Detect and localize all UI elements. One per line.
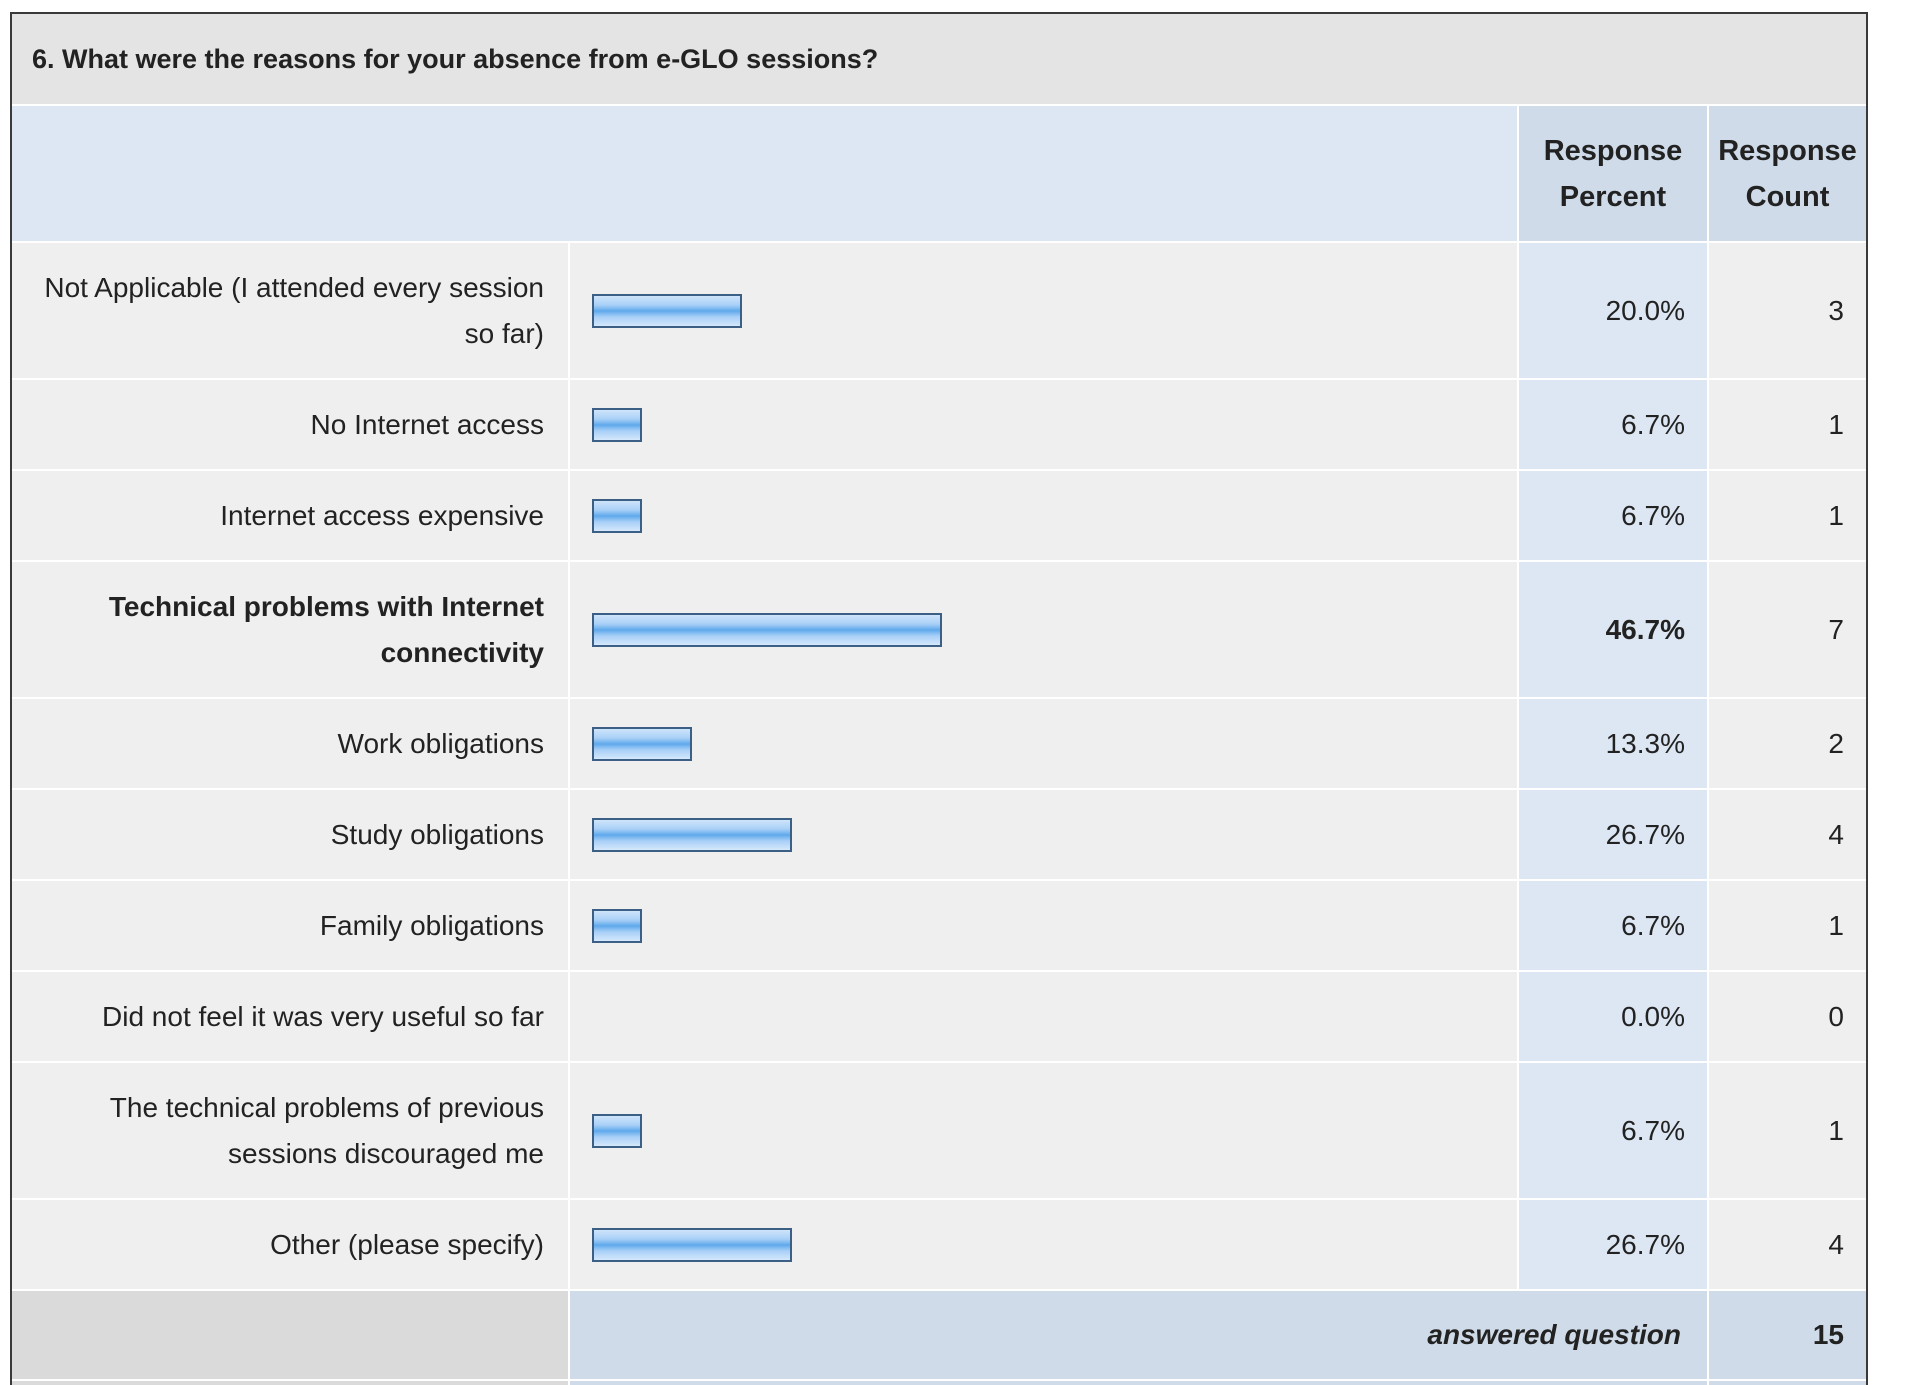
question-title: 6. What were the reasons for your absenc… [12, 14, 1866, 106]
partial-value [1707, 1380, 1866, 1385]
table-row: Work obligations 13.3% 2 [12, 698, 1866, 790]
bar-cell [568, 698, 1518, 790]
response-bar [592, 293, 742, 328]
response-bar [592, 817, 792, 852]
response-percent-value: 6.7% [1517, 1062, 1708, 1200]
bar-cell [568, 379, 1518, 471]
response-table: Response Percent Response Count Not Appl… [12, 106, 1866, 1385]
response-count-value: 7 [1707, 561, 1866, 699]
response-bar [592, 1227, 792, 1262]
response-count-value: 4 [1707, 789, 1866, 881]
response-count-value: 2 [1707, 698, 1866, 790]
response-percent-value: 26.7% [1517, 1199, 1708, 1291]
answer-label: Other (please specify) [12, 1199, 569, 1291]
answered-question-row: answered question 15 [12, 1290, 1866, 1381]
header-spacer [12, 106, 1518, 243]
response-percent-value: 13.3% [1517, 698, 1708, 790]
response-bar [592, 612, 942, 647]
response-bar [592, 407, 642, 442]
response-count-value: 3 [1707, 242, 1866, 380]
table-row: Technical problems with Internet connect… [12, 561, 1866, 699]
bar-cell [568, 242, 1518, 380]
bar-cell [568, 1199, 1518, 1291]
answer-label: The technical problems of previous sessi… [12, 1062, 569, 1200]
response-percent-value: 6.7% [1517, 470, 1708, 562]
header-response-percent: Response Percent [1517, 106, 1708, 243]
table-header-row: Response Percent Response Count [12, 106, 1866, 243]
response-count-value: 1 [1707, 1062, 1866, 1200]
answer-label: Did not feel it was very useful so far [12, 971, 569, 1063]
answer-label: Technical problems with Internet connect… [12, 561, 569, 699]
response-count-value: 4 [1707, 1199, 1866, 1291]
response-percent-value: 6.7% [1517, 880, 1708, 972]
answer-label: No Internet access [12, 379, 569, 471]
table-row: Study obligations 26.7% 4 [12, 789, 1866, 881]
partial-spacer [12, 1380, 569, 1385]
next-row-partial [12, 1380, 1866, 1385]
table-row: Did not feel it was very useful so far 0.… [12, 971, 1866, 1063]
header-response-count: Response Count [1707, 106, 1866, 243]
answered-question-label: answered question [568, 1290, 1708, 1381]
response-count-value: 1 [1707, 470, 1866, 562]
table-row: Not Applicable (I attended every session… [12, 242, 1866, 380]
answer-label: Work obligations [12, 698, 569, 790]
answered-question-value: 15 [1707, 1290, 1866, 1381]
response-count-value: 0 [1707, 971, 1866, 1063]
table-row: No Internet access 6.7% 1 [12, 379, 1866, 471]
answer-label: Family obligations [12, 880, 569, 972]
bar-cell [568, 470, 1518, 562]
response-percent-value: 0.0% [1517, 971, 1708, 1063]
answer-label: Not Applicable (I attended every session… [12, 242, 569, 380]
answered-spacer [12, 1290, 569, 1381]
response-percent-value: 46.7% [1517, 561, 1708, 699]
response-bar [592, 908, 642, 943]
response-percent-value: 6.7% [1517, 379, 1708, 471]
response-bar [592, 498, 642, 533]
table-row: Internet access expensive 6.7% 1 [12, 470, 1866, 562]
table-row: The technical problems of previous sessi… [12, 1062, 1866, 1200]
response-count-value: 1 [1707, 880, 1866, 972]
bar-cell [568, 1062, 1518, 1200]
partial-label [568, 1380, 1708, 1385]
answer-label: Study obligations [12, 789, 569, 881]
answer-label: Internet access expensive [12, 470, 569, 562]
table-row: Other (please specify) 26.7% 4 [12, 1199, 1866, 1291]
response-bar [592, 1113, 642, 1148]
bar-cell [568, 561, 1518, 699]
response-count-value: 1 [1707, 379, 1866, 471]
response-percent-value: 20.0% [1517, 242, 1708, 380]
bar-cell [568, 971, 1518, 1063]
response-bar [592, 726, 692, 761]
survey-question-panel: 6. What were the reasons for your absenc… [10, 12, 1868, 1385]
table-row: Family obligations 6.7% 1 [12, 880, 1866, 972]
response-percent-value: 26.7% [1517, 789, 1708, 881]
bar-cell [568, 789, 1518, 881]
bar-cell [568, 880, 1518, 972]
